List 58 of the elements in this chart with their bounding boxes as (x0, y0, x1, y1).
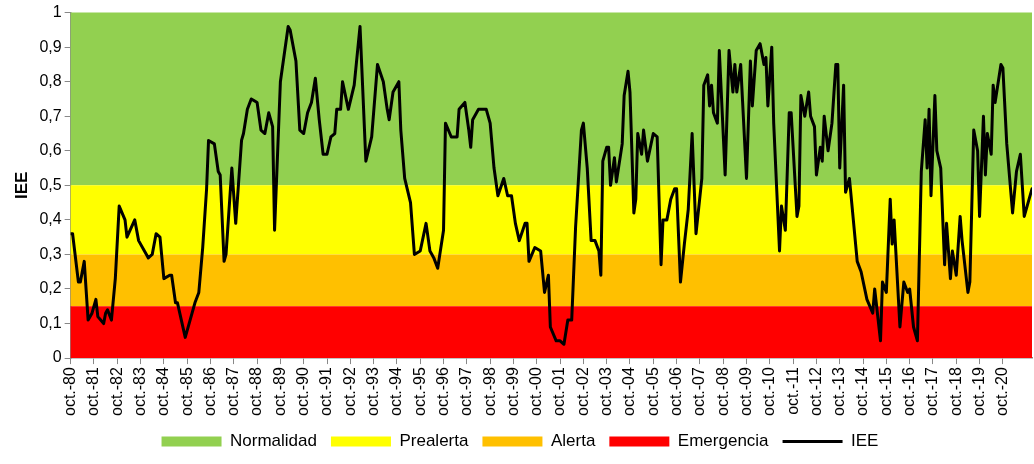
x-tick-label: oct.-09 (736, 366, 754, 417)
x-tick-label: oct.-84 (154, 366, 172, 417)
y-axis-title: IEE (11, 171, 31, 200)
x-tick-label: oct.-17 (923, 366, 941, 417)
x-tick-label: oct.-85 (177, 366, 195, 417)
x-tick-label: oct.-01 (550, 366, 568, 417)
x-tick-label: oct.-05 (643, 366, 661, 417)
x-tick-label: oct.-18 (946, 366, 964, 417)
legend-label: Emergencia (677, 431, 770, 451)
x-tick-label: oct.-11 (783, 366, 801, 415)
x-tick-label: oct.-94 (387, 366, 405, 417)
x-tick-label: oct.-13 (830, 366, 848, 417)
x-tick-label: oct.-93 (364, 366, 382, 417)
x-tick-label: oct.-08 (713, 366, 731, 417)
x-tick-label: oct.-14 (853, 366, 871, 417)
x-tick-label: oct.-86 (200, 366, 218, 417)
x-tick-label: oct.-00 (527, 366, 545, 417)
legend-label: IEE (851, 431, 879, 451)
x-tick-label: oct.-15 (876, 366, 894, 417)
y-tick-label: 0,8 (39, 72, 62, 90)
x-tick-label: oct.-99 (503, 366, 521, 417)
x-tick-label: oct.-90 (294, 366, 312, 417)
x-tick-label: oct.-89 (270, 366, 288, 417)
y-tick-label: 0,2 (39, 279, 62, 297)
x-tick-label: oct.-92 (340, 366, 358, 417)
x-tick-label: oct.-81 (84, 366, 102, 417)
y-tick-label: 0,6 (39, 141, 62, 159)
x-tick-label: oct.-82 (107, 366, 125, 417)
legend-label: Alerta (550, 431, 596, 451)
x-tick-label: oct.-04 (620, 366, 638, 417)
x-tick-label: oct.-10 (760, 366, 778, 417)
y-tick-label: 0,1 (39, 313, 62, 331)
x-tick-label: oct.-19 (969, 366, 987, 417)
x-tick-label: oct.-03 (597, 366, 615, 417)
y-tick-label: 0,3 (39, 244, 62, 262)
y-tick-label: 0,9 (39, 37, 62, 55)
x-tick-label: oct.-87 (224, 366, 242, 417)
x-tick-label: oct.-16 (900, 366, 918, 417)
x-tick-label: oct.-95 (410, 366, 428, 417)
y-tick-label: 0 (52, 348, 62, 366)
x-tick-label: oct.-12 (806, 366, 824, 417)
y-tick-label: 0,4 (39, 210, 62, 228)
legend-label: Normalidad (230, 431, 317, 451)
x-tick-label: oct.-96 (433, 366, 451, 417)
x-tick-label: oct.-20 (993, 366, 1011, 417)
x-tick-label: oct.-80 (61, 366, 79, 417)
y-tick-label: 0,7 (39, 106, 62, 124)
x-tick-label: oct.-98 (480, 366, 498, 417)
y-tick-label: 1 (52, 3, 62, 21)
x-tick-label: oct.-83 (130, 366, 148, 417)
x-tick-label: oct.-97 (457, 366, 475, 417)
legend-label: Prealerta (399, 431, 469, 451)
y-tick-label: 0,5 (39, 175, 62, 193)
x-tick-label: oct.-06 (667, 366, 684, 417)
x-tick-label: oct.-88 (247, 366, 265, 417)
x-tick-label: oct.-91 (317, 366, 335, 417)
x-tick-label: oct.-02 (573, 366, 591, 417)
x-tick-label: oct.-07 (690, 366, 708, 417)
